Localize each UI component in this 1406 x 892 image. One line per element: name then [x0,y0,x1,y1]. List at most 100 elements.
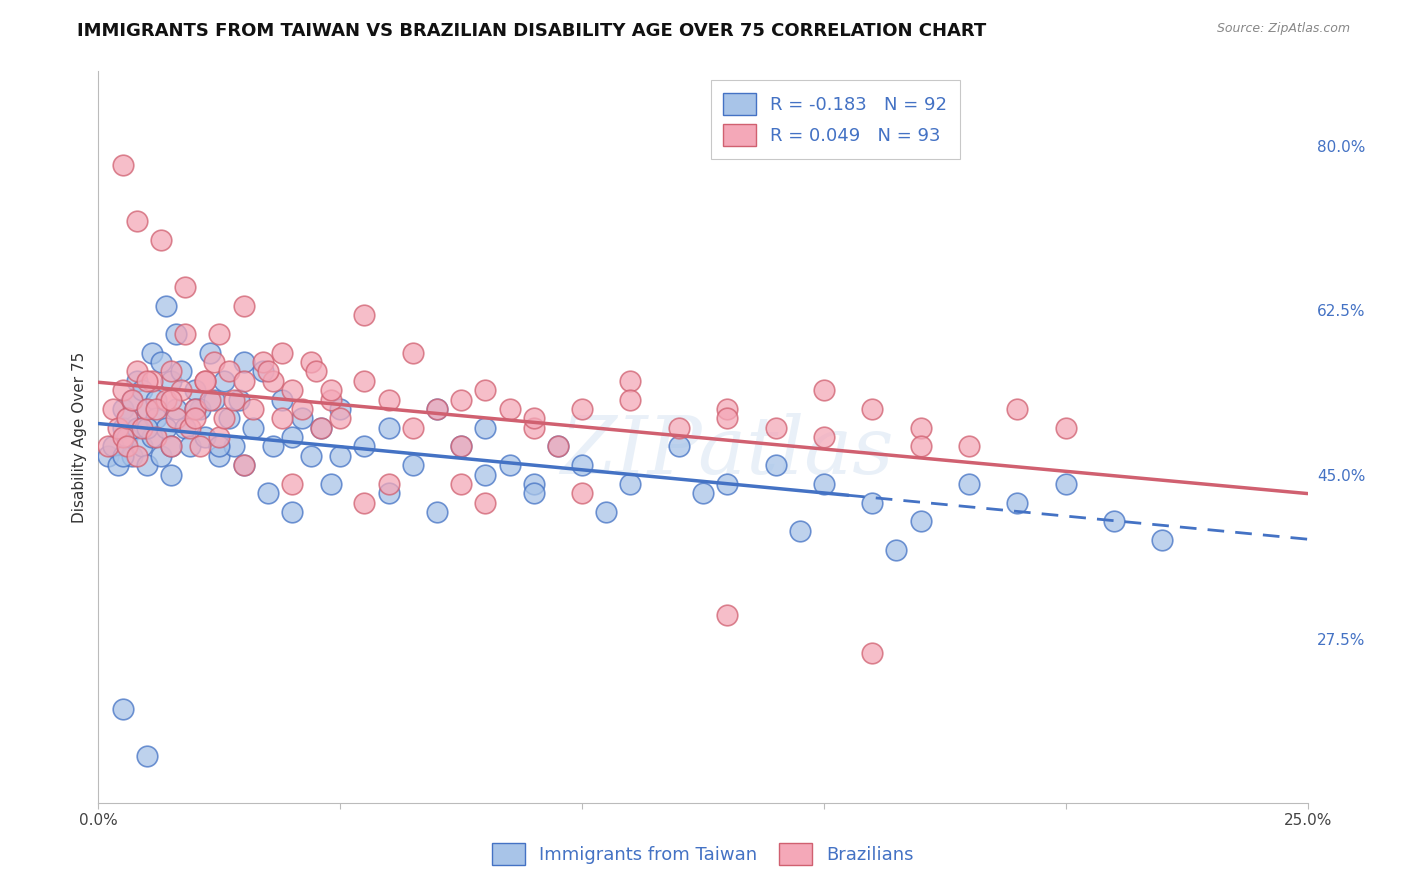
Point [281,383,304,397]
Point [228,392,250,407]
Point [619,392,641,407]
Point [402,458,425,473]
Point [232,458,254,473]
Point [165,401,187,416]
Point [160,364,183,378]
Point [1102,515,1125,529]
Point [402,345,425,359]
Point [135,374,157,388]
Point [523,420,546,434]
Point [218,364,240,378]
Point [204,355,226,369]
Point [668,440,690,454]
Point [111,383,134,397]
Text: IMMIGRANTS FROM TAIWAN VS BRAZILIAN DISABILITY AGE OVER 75 CORRELATION CHART: IMMIGRANTS FROM TAIWAN VS BRAZILIAN DISA… [77,22,987,40]
Point [619,477,641,491]
Point [426,401,449,416]
Point [160,392,183,407]
Point [117,430,139,444]
Point [111,449,134,463]
Point [353,496,375,510]
Point [309,420,332,434]
Point [281,430,304,444]
Point [145,430,167,444]
Point [127,364,149,378]
Point [232,374,254,388]
Point [571,401,593,416]
Point [188,440,211,454]
Point [450,440,472,454]
Point [474,420,496,434]
Point [299,449,322,463]
Point [150,233,173,247]
Point [329,411,352,425]
Point [127,374,149,388]
Point [117,440,139,454]
Point [184,383,207,397]
Point [353,308,375,322]
Point [131,383,153,397]
Point [595,505,617,519]
Point [765,458,787,473]
Point [716,401,738,416]
Point [150,449,173,463]
Point [547,440,569,454]
Point [97,449,120,463]
Point [135,748,157,763]
Point [571,458,593,473]
Point [184,401,207,416]
Point [957,477,980,491]
Point [160,440,183,454]
Point [252,364,274,378]
Point [97,440,120,454]
Point [290,401,312,416]
Point [160,440,183,454]
Point [498,458,520,473]
Point [271,345,294,359]
Point [692,486,714,500]
Point [262,440,284,454]
Point [184,411,207,425]
Point [145,392,167,407]
Point [141,430,163,444]
Y-axis label: Disability Age Over 75: Disability Age Over 75 [72,351,87,523]
Point [135,401,157,416]
Point [111,430,134,444]
Point [474,383,496,397]
Point [523,411,546,425]
Point [426,401,449,416]
Point [523,486,546,500]
Point [377,392,399,407]
Point [716,411,738,425]
Point [813,430,835,444]
Point [329,401,352,416]
Point [131,440,153,454]
Point [212,411,235,425]
Point [910,515,932,529]
Point [305,364,328,378]
Point [141,374,163,388]
Point [127,449,149,463]
Point [127,420,149,434]
Point [160,374,183,388]
Point [262,374,284,388]
Point [256,364,278,378]
Point [101,440,124,454]
Point [155,392,177,407]
Point [290,411,312,425]
Point [121,392,143,407]
Point [281,505,304,519]
Point [188,401,211,416]
Point [194,430,217,444]
Point [169,383,191,397]
Point [813,477,835,491]
Point [208,440,231,454]
Point [165,326,187,341]
Point [860,496,883,510]
Point [523,477,546,491]
Point [1007,496,1029,510]
Point [141,345,163,359]
Point [377,420,399,434]
Point [222,392,245,407]
Point [194,374,217,388]
